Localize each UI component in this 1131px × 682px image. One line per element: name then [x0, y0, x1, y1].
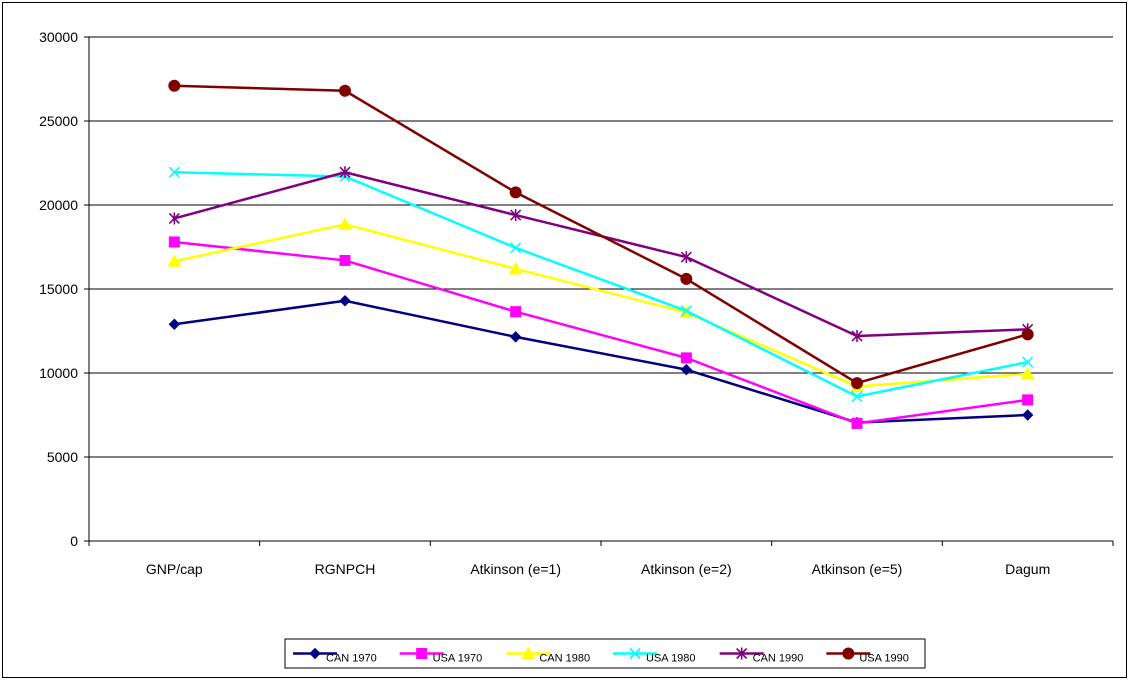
- data-point: [1022, 356, 1034, 368]
- data-point: [508, 261, 523, 275]
- legend-label: USA 1970: [433, 653, 483, 665]
- data-point: [851, 390, 863, 403]
- legend-label: USA 1980: [646, 653, 696, 665]
- data-point: [510, 306, 522, 318]
- legend-marker: [416, 648, 428, 659]
- legend-marker: [309, 647, 321, 660]
- legend-marker: [521, 646, 536, 659]
- y-tick-label: 0: [70, 533, 78, 549]
- data-point: [168, 79, 181, 92]
- legend-marker: [629, 647, 641, 660]
- data-point: [680, 251, 692, 264]
- data-point: [168, 166, 180, 178]
- data-point: [510, 242, 522, 254]
- data-point: [1022, 394, 1034, 406]
- data-point: [680, 352, 692, 364]
- y-tick-label: 25000: [39, 113, 78, 129]
- data-point: [509, 331, 522, 343]
- data-point: [339, 254, 351, 266]
- y-tick-label: 15000: [39, 281, 78, 297]
- x-tick-label: RGNPCH: [315, 561, 376, 577]
- legend-label: CAN 1980: [539, 653, 590, 665]
- data-point: [168, 236, 180, 248]
- data-point: [851, 417, 863, 429]
- x-tick-label: Atkinson (e=1): [470, 561, 561, 577]
- legend: CAN 1970 USA 1970 CAN 1980 USA 1980 CAN 1990…: [284, 638, 926, 669]
- series-line: [174, 170, 1028, 338]
- data-point: [1021, 328, 1034, 341]
- data-point: [1021, 409, 1034, 421]
- y-tick-label: 20000: [39, 197, 78, 213]
- data-point: [851, 377, 863, 390]
- y-tick-label: 30000: [39, 29, 78, 45]
- series-line: [174, 223, 1028, 388]
- data-point: [1020, 366, 1035, 380]
- x-tick-label: Atkinson (e=2): [641, 561, 732, 577]
- legend-label: CAN 1990: [753, 653, 804, 665]
- series-line: [174, 170, 1028, 398]
- data-point: [680, 363, 693, 376]
- data-point: [168, 212, 180, 225]
- data-point: [339, 166, 351, 179]
- y-tick-label: 10000: [39, 365, 78, 381]
- legend-label: USA 1990: [859, 653, 909, 665]
- legend-marker: [842, 647, 855, 660]
- line-chart: 0 5000 10000 15000 20000 25000 30000 GNP/cap RGN…: [39, 29, 1114, 669]
- series-line: [174, 299, 1028, 424]
- data-point: [168, 318, 181, 330]
- legend-label: CAN 1970: [326, 653, 377, 665]
- x-tick-label: Dagum: [1005, 561, 1050, 577]
- data-point: [680, 305, 692, 317]
- y-tick-label: 5000: [47, 449, 78, 465]
- data-point: [510, 209, 522, 222]
- legend-box: [284, 638, 926, 669]
- data-point: [167, 254, 182, 267]
- data-point: [339, 295, 351, 307]
- data-point: [339, 84, 351, 97]
- x-tick-label: GNP/cap: [146, 561, 203, 577]
- data-point: [680, 272, 693, 285]
- axes: 0 5000 10000 15000 20000 25000 30000 GNP/cap RGN…: [39, 29, 1114, 577]
- series-lines: [167, 79, 1035, 429]
- data-point: [851, 330, 863, 343]
- gridlines: [89, 36, 1113, 458]
- series-line: [174, 240, 1028, 425]
- data-point: [338, 217, 352, 230]
- series-line: [174, 84, 1029, 385]
- data-point: [509, 186, 522, 199]
- x-tick-label: Atkinson (e=5): [812, 561, 903, 577]
- legend-marker: [736, 647, 748, 660]
